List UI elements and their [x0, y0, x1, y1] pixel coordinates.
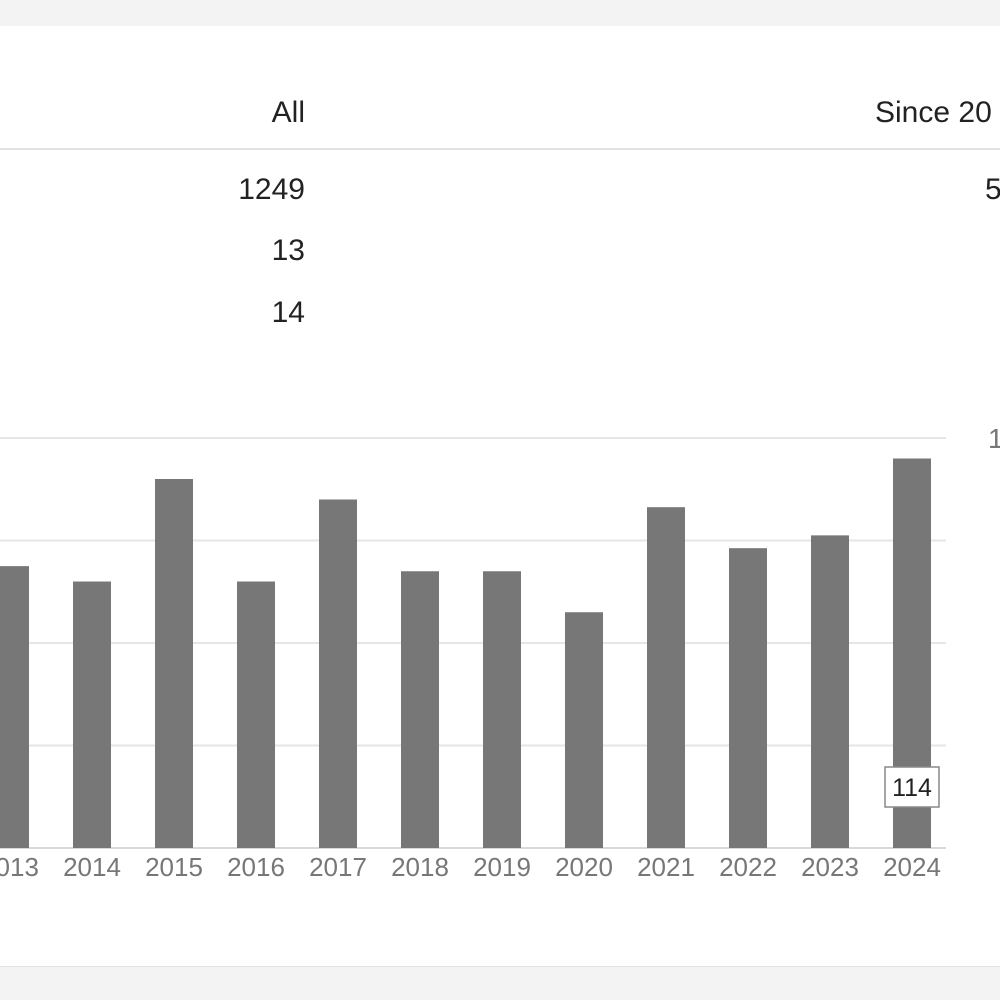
right-axis-tick-label: 1: [988, 422, 1000, 456]
x-tick-label-2021: 2021: [637, 852, 695, 882]
stat-since-row-1: 5: [985, 173, 1000, 207]
bar-2017[interactable]: [319, 499, 357, 849]
bar-chart: 2013 2014 2015 2016 2017 2018 2019 2020 2021 2022…: [0, 437, 946, 882]
x-tick-label-2019: 2019: [473, 852, 531, 882]
x-tick-label-2018: 2018: [391, 852, 449, 882]
bar-2014[interactable]: [73, 581, 111, 849]
bar-2019[interactable]: [483, 571, 521, 848]
bar-2022[interactable]: [729, 548, 767, 848]
x-tick-label-2016: 2016: [227, 852, 285, 882]
bar-2020[interactable]: [565, 612, 603, 848]
stat-all-row-1: 1249: [238, 173, 305, 206]
bar-tooltip: 114: [884, 766, 940, 808]
bar-2015[interactable]: [155, 479, 193, 848]
tooltip-box: [884, 766, 940, 808]
x-tick-label-2017: 2017: [309, 852, 367, 882]
x-tick-label-2020: 2020: [555, 852, 613, 882]
x-tick-label-2014: 2014: [63, 852, 121, 882]
bar-2016[interactable]: [237, 581, 275, 849]
x-tick-label-2023: 2023: [801, 852, 859, 882]
x-tick-label-2013: 2013: [0, 852, 39, 882]
stat-all-row-3: 14: [271, 296, 305, 329]
bar-2013[interactable]: [0, 566, 29, 848]
stat-all-row-2: 13: [271, 234, 305, 267]
bar-2021[interactable]: [647, 507, 685, 848]
bar-2023[interactable]: [811, 535, 849, 848]
bar-2018[interactable]: [401, 571, 439, 848]
x-tick-label-2015: 2015: [145, 852, 203, 882]
column-header-since[interactable]: Since 20: [875, 96, 992, 129]
column-header-all[interactable]: All: [271, 96, 305, 129]
x-tick-label-2022: 2022: [719, 852, 777, 882]
stats-card: All Since 20 1249 13 14 5 1 2013 2014 2015…: [0, 26, 1000, 967]
tooltip-value: 114: [892, 774, 932, 802]
header-divider: [0, 148, 1000, 150]
x-tick-label-2024: 2024: [883, 852, 941, 882]
